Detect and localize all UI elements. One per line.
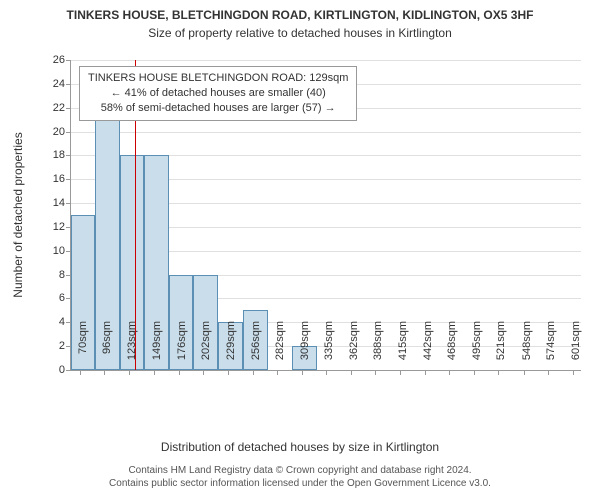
xtick-label: 70sqm (77, 321, 89, 376)
xtick-label: 123sqm (126, 321, 138, 376)
chart-container: TINKERS HOUSE, BLETCHINGDON ROAD, KIRTLI… (0, 0, 600, 500)
xtick-label: 149sqm (151, 321, 163, 376)
annotation-line: 58% of semi-detached houses are larger (… (88, 101, 348, 116)
ytick-label: 2 (37, 340, 71, 352)
annotation-line: ← 41% of detached houses are smaller (40… (88, 86, 348, 101)
xtick-label: 442sqm (422, 321, 434, 376)
xtick-label: 415sqm (397, 321, 409, 376)
ytick-label: 8 (37, 269, 71, 281)
ytick-label: 18 (37, 149, 71, 161)
xtick-label: 309sqm (299, 321, 311, 376)
ytick-label: 4 (37, 316, 71, 328)
xtick-label: 202sqm (200, 321, 212, 376)
ytick-label: 10 (37, 245, 71, 257)
xtick-label: 176sqm (176, 321, 188, 376)
x-axis-label: Distribution of detached houses by size … (0, 440, 600, 454)
reference-marker-annotation: TINKERS HOUSE BLETCHINGDON ROAD: 129sqm←… (79, 66, 357, 121)
ytick-label: 24 (37, 78, 71, 90)
xtick-label: 229sqm (225, 321, 237, 376)
xtick-label: 574sqm (545, 321, 557, 376)
ytick-label: 6 (37, 292, 71, 304)
xtick-label: 601sqm (570, 321, 582, 376)
xtick-label: 495sqm (471, 321, 483, 376)
gridline-horizontal (71, 132, 581, 133)
xtick-label: 548sqm (521, 321, 533, 376)
xtick-label: 388sqm (372, 321, 384, 376)
ytick-label: 20 (37, 126, 71, 138)
xtick-label: 468sqm (446, 321, 458, 376)
xtick-label: 521sqm (495, 321, 507, 376)
xtick-label: 256sqm (250, 321, 262, 376)
ytick-label: 22 (37, 102, 71, 114)
ytick-label: 12 (37, 221, 71, 233)
footer-attribution: Contains HM Land Registry data © Crown c… (0, 464, 600, 490)
footer-line-2: Contains public sector information licen… (0, 477, 600, 490)
ytick-label: 0 (37, 364, 71, 376)
xtick-label: 335sqm (323, 321, 335, 376)
ytick-label: 14 (37, 197, 71, 209)
gridline-horizontal (71, 60, 581, 61)
annotation-line: TINKERS HOUSE BLETCHINGDON ROAD: 129sqm (88, 71, 348, 86)
xtick-label: 96sqm (101, 321, 113, 376)
chart-title: TINKERS HOUSE, BLETCHINGDON ROAD, KIRTLI… (0, 8, 600, 22)
ytick-label: 26 (37, 54, 71, 66)
plot-area: 0246810121416182022242670sqm96sqm123sqm1… (70, 60, 581, 371)
y-axis-label: Number of detached properties (11, 132, 25, 297)
xtick-label: 282sqm (274, 321, 286, 376)
footer-line-1: Contains HM Land Registry data © Crown c… (0, 464, 600, 477)
chart-subtitle: Size of property relative to detached ho… (0, 26, 600, 40)
xtick-label: 362sqm (348, 321, 360, 376)
ytick-label: 16 (37, 173, 71, 185)
